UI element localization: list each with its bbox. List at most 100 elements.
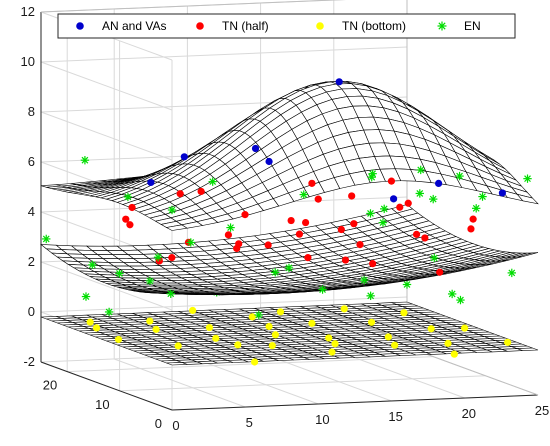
z-tick-label: 10 [21, 54, 35, 69]
tn-bottom-point [504, 339, 511, 346]
an-and-vas-point [499, 189, 506, 196]
tn-bottom-point [87, 319, 94, 326]
tn-bottom-point [325, 334, 332, 341]
en-point [366, 209, 374, 217]
tn-half-point [126, 221, 133, 228]
en-point [366, 292, 374, 300]
an-and-vas-point [181, 153, 188, 160]
z-tick-label: 6 [28, 154, 35, 169]
tn-half-point [405, 200, 412, 207]
tn-half-point [308, 180, 315, 187]
tn-half-point [436, 269, 443, 276]
legend-marker-circle [316, 22, 324, 30]
grid-line-back-wall [41, 47, 407, 62]
y-tick-label: 10 [95, 397, 109, 412]
tn-half-point [356, 241, 363, 248]
x-tick-label: 15 [388, 409, 402, 424]
tn-half-point [241, 211, 248, 218]
en-point [168, 206, 176, 214]
box-edge [41, 0, 407, 12]
y-tick-label: 0 [155, 416, 162, 431]
en-point [167, 290, 175, 298]
tn-half-point [302, 219, 309, 226]
tn-bottom-point [400, 309, 407, 316]
en-point [271, 268, 279, 276]
an-and-vas-point [336, 78, 343, 85]
z-tick-label: 4 [28, 204, 35, 219]
en-point [379, 218, 387, 226]
en-point [508, 269, 516, 277]
tn-bottom-point [451, 351, 458, 358]
en-point [430, 254, 438, 262]
bottom-surface [41, 302, 538, 365]
x-tick-label: 20 [462, 406, 476, 421]
en-point [146, 277, 154, 285]
tn-half-point [225, 231, 232, 238]
tn-bottom-point [251, 358, 258, 365]
en-point [456, 296, 464, 304]
tn-bottom-point [385, 333, 392, 340]
en-point [285, 264, 293, 272]
en-point [380, 205, 388, 213]
tn-bottom-point [428, 325, 435, 332]
tn-half-point [467, 225, 474, 232]
tn-bottom-point [189, 307, 196, 314]
z-tick-label: 0 [28, 304, 35, 319]
en-point [368, 169, 376, 177]
tn-bottom-point [277, 308, 284, 315]
tn-half-point [342, 256, 349, 263]
en-point [42, 235, 50, 243]
legend-entry-label: TN (bottom) [342, 19, 406, 33]
z-tick-label: 2 [28, 254, 35, 269]
legend-marker-circle [76, 22, 84, 30]
x-tick-label: 0 [172, 418, 179, 433]
tn-bottom-point [269, 342, 276, 349]
tn-half-point [304, 254, 311, 261]
an-and-vas-point [435, 180, 442, 187]
top-surface [41, 81, 538, 230]
tn-half-point [168, 254, 175, 261]
en-point [478, 192, 486, 200]
z-tick-label: -2 [23, 354, 35, 369]
tn-bottom-point [206, 324, 213, 331]
tn-bottom-point [265, 323, 272, 330]
tn-bottom-point [93, 324, 100, 331]
legend-entry-label: TN (half) [222, 19, 269, 33]
en-point [88, 261, 96, 269]
en-point [416, 189, 424, 197]
tn-bottom-point [461, 325, 468, 332]
an-and-vas-point [147, 179, 154, 186]
en-point [417, 166, 425, 174]
tn-bottom-point [249, 313, 256, 320]
en-point [208, 177, 216, 185]
tn-bottom-point [368, 319, 375, 326]
en-point [187, 238, 195, 246]
legend-marker-asterisk [438, 22, 447, 31]
tn-bottom-point [212, 335, 219, 342]
tn-half-point [315, 196, 322, 203]
en-point [124, 193, 132, 201]
y-tick-label: 20 [43, 378, 57, 393]
grid-line-floor [120, 376, 486, 391]
tn-bottom-point [331, 340, 338, 347]
tn-bottom-point [444, 340, 451, 347]
x-tick-label: 25 [535, 403, 549, 418]
x-tick-label: 5 [246, 415, 253, 430]
grid-line-side-wall [41, 62, 172, 110]
en-point [300, 190, 308, 198]
en-point [82, 292, 90, 300]
tn-bottom-point [175, 342, 182, 349]
en-point [105, 308, 113, 316]
tn-half-point [288, 217, 295, 224]
tn-bottom-point [341, 305, 348, 312]
en-point [226, 223, 234, 231]
an-and-vas-point [390, 195, 397, 202]
en-point [403, 280, 411, 288]
en-point [523, 174, 531, 182]
tn-half-point [177, 190, 184, 197]
en-point [360, 276, 368, 284]
legend-entry-label: AN and VAs [102, 19, 166, 33]
tn-bottom-point [234, 341, 241, 348]
